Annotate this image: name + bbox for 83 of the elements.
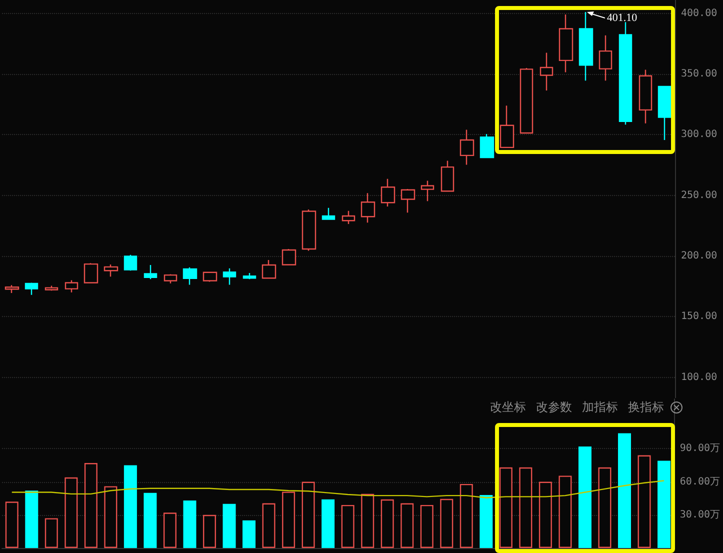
candlestick xyxy=(638,69,652,124)
bar xyxy=(658,460,671,548)
bar xyxy=(144,492,157,548)
candlestick xyxy=(84,262,98,284)
bar xyxy=(400,503,414,548)
candlestick xyxy=(520,67,534,134)
bar xyxy=(262,503,276,548)
candlestick xyxy=(44,285,58,292)
candlestick xyxy=(540,52,554,92)
bar xyxy=(222,504,236,548)
y-tick-label: 400.00 xyxy=(681,8,718,19)
candlestick xyxy=(618,21,632,126)
candlestick xyxy=(24,282,38,296)
bar xyxy=(578,446,592,548)
candlestick xyxy=(420,180,434,202)
y-tick-label: 250.00 xyxy=(681,190,718,201)
y-tick-label: 100.00 xyxy=(681,372,718,383)
line-series xyxy=(11,480,665,498)
bar xyxy=(361,494,374,548)
candlestick xyxy=(658,86,672,141)
bar xyxy=(203,514,216,548)
candlestick xyxy=(342,210,356,225)
candlestick xyxy=(380,178,396,208)
bar xyxy=(380,499,394,548)
bar xyxy=(420,504,434,548)
bar xyxy=(598,467,612,548)
bar xyxy=(519,467,532,548)
bar xyxy=(242,520,256,548)
candlestick xyxy=(262,259,276,280)
bar xyxy=(558,476,572,548)
bar xyxy=(618,433,631,548)
candlestick xyxy=(480,133,494,158)
candlestick xyxy=(500,104,514,149)
annotation: 加指标 xyxy=(582,399,618,416)
candlestick xyxy=(182,266,198,286)
candlestick xyxy=(302,208,316,252)
bar xyxy=(638,455,651,548)
bar xyxy=(440,498,454,548)
candlestick xyxy=(144,264,158,280)
candlestick xyxy=(558,14,574,73)
candlestick xyxy=(164,274,178,284)
candlestick xyxy=(104,264,118,278)
bar xyxy=(538,482,552,548)
annotation: 改坐标 xyxy=(490,399,526,416)
candlestick xyxy=(598,34,612,82)
candlestick xyxy=(440,160,454,192)
bar xyxy=(322,499,335,548)
candlestick xyxy=(322,207,336,220)
bar xyxy=(84,463,98,548)
annotation: 改参数 xyxy=(536,399,572,416)
candlestick xyxy=(460,129,474,166)
candlestick xyxy=(400,188,416,214)
y-tick-label: 300.00 xyxy=(681,129,718,140)
candlestick xyxy=(282,248,296,266)
bar xyxy=(64,477,78,548)
bar xyxy=(163,512,176,548)
bar xyxy=(341,504,354,548)
candlestick xyxy=(202,271,218,282)
bar xyxy=(25,490,38,548)
y-tick-label: 60.00万 xyxy=(680,476,720,488)
y-tick-label: 90.00万 xyxy=(680,443,720,454)
bar xyxy=(480,495,493,548)
bar xyxy=(282,492,296,548)
candlestick xyxy=(242,272,256,280)
bar xyxy=(183,500,196,548)
y-tick-label: 350.00 xyxy=(681,68,718,80)
bar xyxy=(124,465,137,548)
bar xyxy=(5,502,18,548)
annotation: 401.10 xyxy=(606,12,638,24)
y-tick-label: 200.00 xyxy=(681,250,718,262)
candlestick xyxy=(124,254,138,272)
candlestick xyxy=(64,280,78,294)
bar xyxy=(104,486,118,548)
annotation: 换指标 xyxy=(628,399,664,416)
y-tick-label: 30.00万 xyxy=(680,509,720,520)
y-tick-label: 150.00 xyxy=(681,311,718,322)
bar xyxy=(499,467,512,548)
bar xyxy=(302,482,315,548)
candlestick xyxy=(222,268,236,286)
candlestick xyxy=(360,192,376,224)
bar xyxy=(44,518,58,548)
bar xyxy=(460,484,473,548)
candlestick xyxy=(4,284,20,294)
